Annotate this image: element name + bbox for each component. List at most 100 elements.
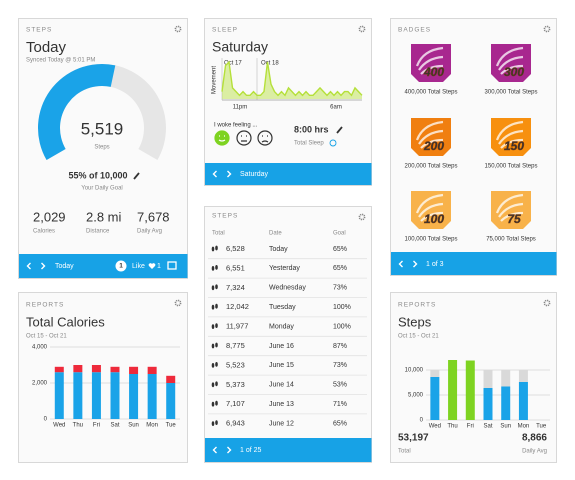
next-button[interactable] — [227, 170, 232, 178]
bar — [147, 366, 157, 374]
label: BADGES — [398, 27, 431, 34]
label: 8,866 — [522, 433, 547, 444]
y-tick-label: 0 — [420, 418, 424, 424]
settings-icon[interactable] — [358, 213, 366, 221]
help-icon[interactable] — [329, 139, 337, 147]
label: 1 — [157, 263, 161, 270]
label: STEPS — [212, 213, 238, 220]
label: 65% — [333, 420, 347, 427]
settings-icon[interactable] — [543, 25, 551, 33]
next-button[interactable] — [227, 446, 232, 454]
label: June 13 — [269, 401, 294, 408]
y-tick-label: 0 — [44, 417, 48, 423]
settings-icon[interactable] — [358, 25, 366, 33]
label: 2,029 — [33, 209, 66, 224]
label: 71% — [333, 401, 347, 408]
footprint-icon — [211, 343, 215, 349]
bar — [483, 388, 493, 420]
x-tick-label: Thu — [447, 424, 457, 430]
footprint-icon — [211, 324, 215, 329]
bar — [501, 386, 511, 420]
label: 300 — [504, 65, 524, 79]
label: 6,528 — [226, 244, 245, 253]
label: 150 — [504, 139, 524, 153]
widget-footer — [205, 438, 372, 462]
settings-icon[interactable] — [174, 299, 182, 307]
footprint-icon — [215, 342, 218, 348]
label: REPORTS — [26, 302, 64, 309]
mood-face[interactable] — [214, 130, 230, 146]
prev-button[interactable] — [26, 262, 31, 270]
bar — [518, 382, 528, 420]
bar — [110, 372, 120, 419]
footprint-icon — [211, 285, 215, 291]
badge-wing — [415, 193, 444, 222]
y-tick-label: 4,000 — [32, 345, 48, 351]
settings-icon[interactable] — [543, 299, 551, 307]
label: Date — [269, 231, 282, 237]
label: 73% — [333, 285, 347, 292]
share-icon[interactable] — [167, 261, 177, 270]
label: Daily Avg — [137, 229, 162, 235]
badge-wing — [415, 120, 444, 149]
label: June 14 — [269, 382, 294, 389]
footprint-icon — [211, 304, 215, 310]
label: 400 — [423, 65, 444, 79]
prev-button[interactable] — [398, 260, 403, 268]
label: 100% — [333, 323, 351, 330]
label: 73% — [333, 362, 347, 369]
label: 75,000 Total Steps — [486, 237, 536, 243]
widget-footer — [205, 163, 372, 185]
footprint-icon — [211, 363, 215, 368]
next-button[interactable] — [413, 260, 418, 268]
label: 75 — [507, 212, 521, 226]
bar — [73, 365, 83, 373]
label: 55% of 10,000 — [68, 170, 127, 180]
label: 5,373 — [226, 380, 245, 389]
label: June 12 — [269, 420, 294, 427]
bar — [129, 366, 139, 374]
bar — [430, 370, 440, 377]
notification-badge — [115, 260, 127, 272]
next-button[interactable] — [41, 262, 46, 270]
label: June 16 — [269, 343, 294, 350]
label: Saturday — [212, 39, 268, 55]
bar — [91, 365, 101, 373]
edit-icon[interactable] — [336, 126, 343, 134]
label: 400,000 Total Steps — [405, 90, 458, 96]
label: I woke feeling ... — [214, 123, 258, 129]
label: Today — [269, 246, 288, 253]
footprint-icon — [215, 420, 218, 425]
bar — [501, 370, 511, 387]
label: June 15 — [269, 362, 294, 369]
label: 200,000 Total Steps — [405, 164, 458, 170]
badge-wing — [495, 46, 524, 75]
footprint-icon — [215, 284, 218, 290]
label: 11pm — [233, 105, 248, 111]
face-detail — [240, 135, 247, 142]
label: Total Calories — [26, 314, 105, 329]
bar — [54, 366, 64, 373]
label: Daily Avg — [522, 449, 547, 455]
widget-frame — [204, 18, 372, 186]
label: 65% — [333, 265, 347, 272]
footprint-icon — [215, 362, 218, 367]
prev-button[interactable] — [212, 446, 217, 454]
bar — [430, 377, 440, 420]
mood-face[interactable] — [236, 130, 252, 146]
label: 1 of 3 — [426, 261, 444, 268]
label: Wednesday — [269, 285, 306, 292]
footprint-icon — [211, 382, 215, 388]
prev-button[interactable] — [212, 170, 217, 178]
label: Your Daily Goal — [81, 186, 122, 192]
label: Total Sleep — [294, 141, 324, 147]
x-tick-label: Sat — [110, 423, 119, 429]
footprint-icon — [215, 381, 218, 387]
edit-icon[interactable] — [133, 172, 140, 180]
bar — [91, 372, 101, 419]
mood-face[interactable] — [257, 130, 273, 146]
label: Oct 15 - Oct 21 — [398, 334, 439, 340]
bar — [166, 383, 176, 419]
label: 53% — [333, 382, 347, 389]
